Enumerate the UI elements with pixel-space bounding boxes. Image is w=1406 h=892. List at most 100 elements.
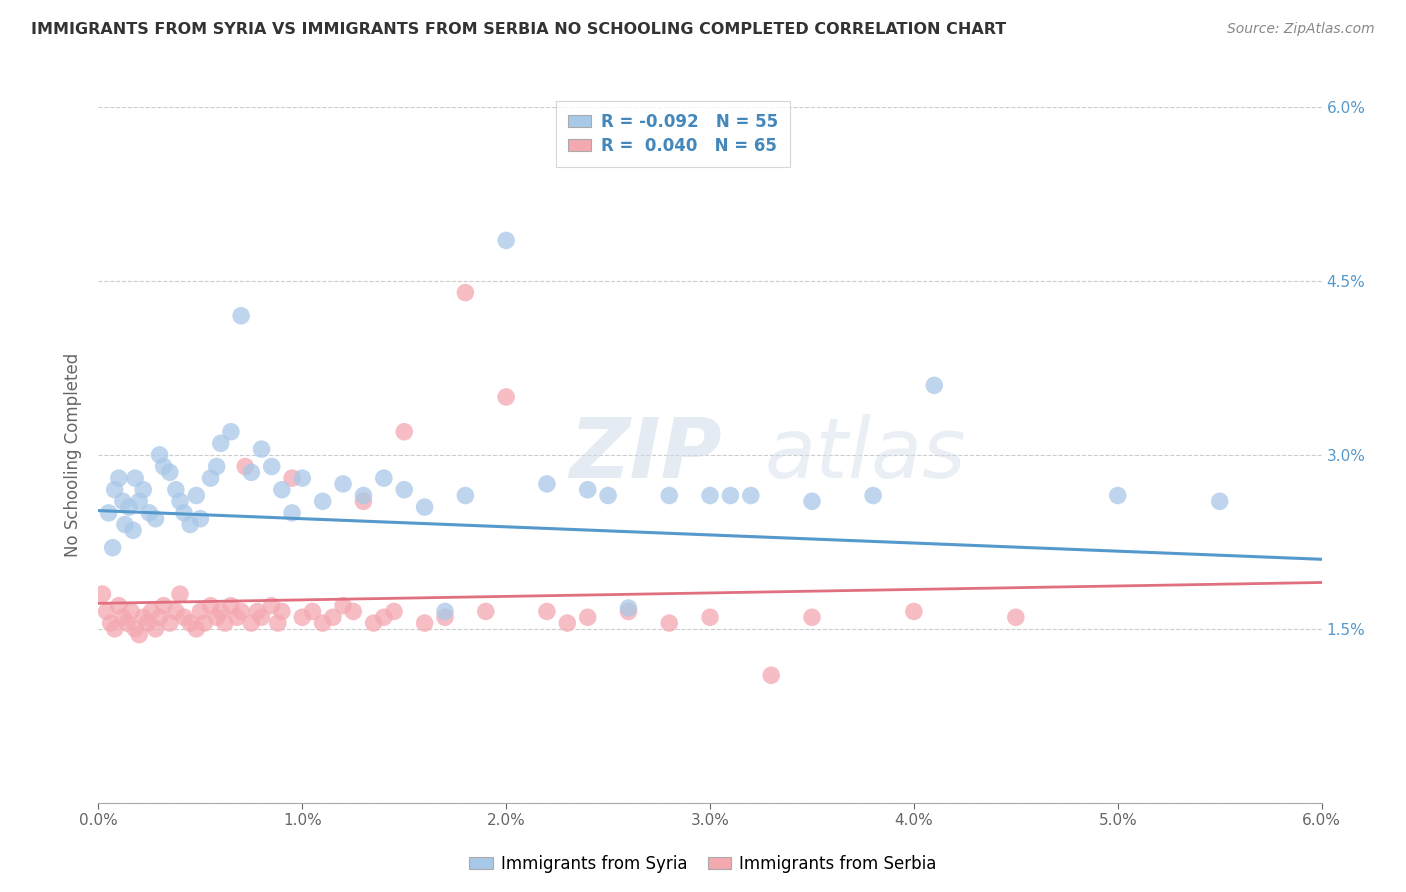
Point [101,541,124,555]
Point [718,489,742,503]
Point [596,489,619,503]
Point [179,517,201,532]
Point [169,587,191,601]
Point [342,605,364,619]
Point [219,599,242,613]
Point [173,610,195,624]
Point [179,615,201,630]
Point [111,610,134,624]
Point [128,628,150,642]
Point [301,605,323,619]
Point [124,622,146,636]
Point [115,615,138,630]
Point [536,476,558,491]
Y-axis label: No Schooling Completed: No Schooling Completed [65,353,83,557]
Point [699,489,721,503]
Point [373,471,395,485]
Point [229,605,253,619]
Point [352,494,374,508]
Point [108,471,131,485]
Point [149,448,172,462]
Text: Source: ZipAtlas.com: Source: ZipAtlas.com [1227,22,1375,37]
Point [862,489,884,503]
Point [136,615,159,630]
Point [209,605,232,619]
Point [233,459,256,474]
Point [759,668,782,682]
Point [1107,489,1129,503]
Point [658,615,681,630]
Point [291,471,314,485]
Point [801,610,824,624]
Point [260,599,283,613]
Point [392,425,416,439]
Point [100,615,122,630]
Point [454,489,477,503]
Point [495,234,517,248]
Point [104,483,127,497]
Point [186,489,208,503]
Point [97,506,120,520]
Point [124,471,146,485]
Point [91,587,114,601]
Point [188,511,211,525]
Point [576,610,599,624]
Point [454,285,477,300]
Point [200,599,222,613]
Point [311,615,335,630]
Point [474,605,498,619]
Point [240,466,263,480]
Point [132,610,155,624]
Legend: R = -0.092   N = 55, R =  0.040   N = 65: R = -0.092 N = 55, R = 0.040 N = 65 [557,102,790,167]
Point [433,610,456,624]
Point [1208,494,1230,508]
Point [145,622,167,636]
Point [159,615,181,630]
Point [229,309,253,323]
Point [188,605,211,619]
Point [165,605,187,619]
Text: ZIP: ZIP [569,415,723,495]
Point [186,622,208,636]
Point [138,506,160,520]
Point [576,483,599,497]
Point [699,610,721,624]
Point [740,489,762,503]
Point [311,494,335,508]
Point [281,506,304,520]
Point [214,615,236,630]
Point [363,615,385,630]
Point [219,425,242,439]
Text: atlas: atlas [765,415,967,495]
Point [373,610,395,624]
Point [1004,610,1026,624]
Point [270,483,292,497]
Point [433,605,456,619]
Point [132,483,155,497]
Point [104,622,127,636]
Point [322,610,344,624]
Point [903,605,925,619]
Point [205,459,228,474]
Point [801,494,824,508]
Point [495,390,517,404]
Point [96,605,118,619]
Point [246,605,269,619]
Point [122,523,145,537]
Point [165,483,187,497]
Point [120,605,142,619]
Point [281,471,304,485]
Point [332,476,354,491]
Point [413,500,436,514]
Point [922,378,945,392]
Point [118,500,141,514]
Point [291,610,314,624]
Point [352,489,374,503]
Point [200,471,222,485]
Point [108,599,131,613]
Point [617,605,640,619]
Legend: Immigrants from Syria, Immigrants from Serbia: Immigrants from Syria, Immigrants from S… [463,848,943,880]
Point [111,494,134,508]
Point [173,506,195,520]
Point [250,442,273,457]
